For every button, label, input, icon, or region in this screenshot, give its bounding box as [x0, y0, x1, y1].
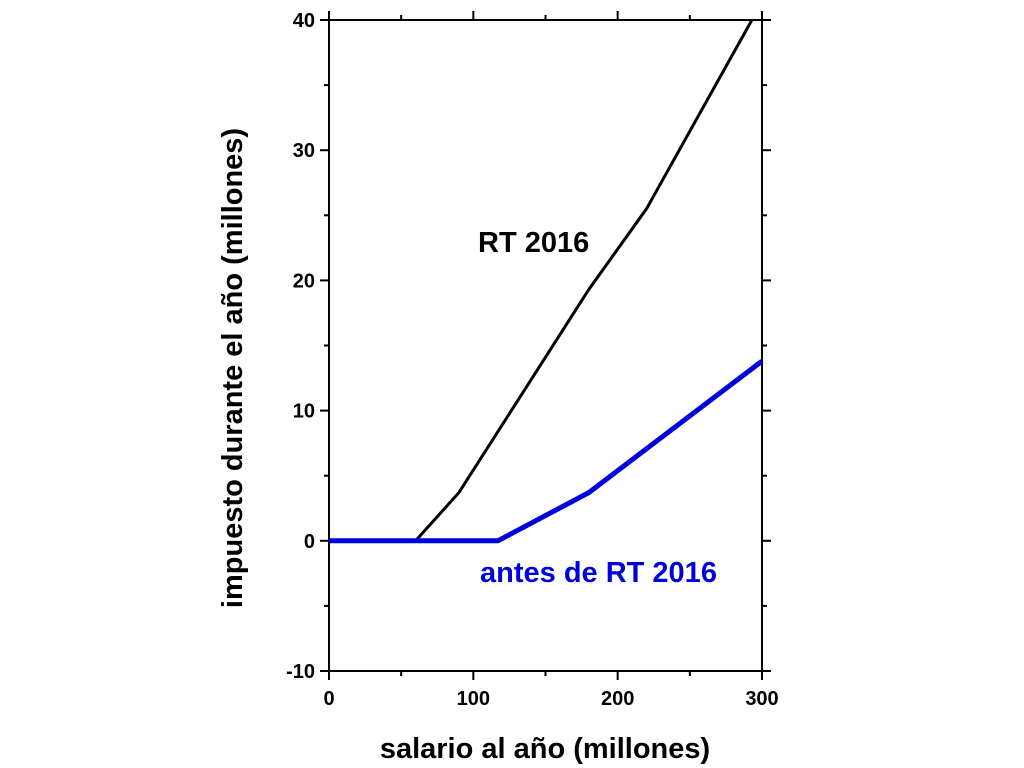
axis-ticks: [320, 11, 771, 680]
x-axis-title: salario al año (millones): [380, 733, 710, 765]
series-line-rt2016: [329, 19, 754, 543]
y-axis-title: impuesto durante el año (millones): [217, 128, 249, 608]
y-tick-label: 30: [293, 140, 315, 162]
series-line-antes-rt2016: [329, 359, 764, 544]
series-lines: [329, 19, 764, 544]
y-tick-label: 40: [293, 10, 315, 32]
series-label-antes-rt2016: antes de RT 2016: [480, 557, 717, 589]
tick-labels: 0 100 200 300 -10 0 10 20 30 40: [286, 10, 779, 710]
x-tick-label: 0: [323, 688, 334, 710]
y-tick-label: 20: [293, 270, 315, 292]
x-tick-label: 200: [601, 688, 634, 710]
y-tick-label: 10: [293, 401, 315, 423]
series-label-rt2016: RT 2016: [478, 227, 589, 259]
y-tick-label: 0: [304, 531, 315, 553]
x-tick-label: 300: [745, 688, 778, 710]
y-tick-label: -10: [286, 661, 315, 683]
x-tick-label: 100: [457, 688, 490, 710]
